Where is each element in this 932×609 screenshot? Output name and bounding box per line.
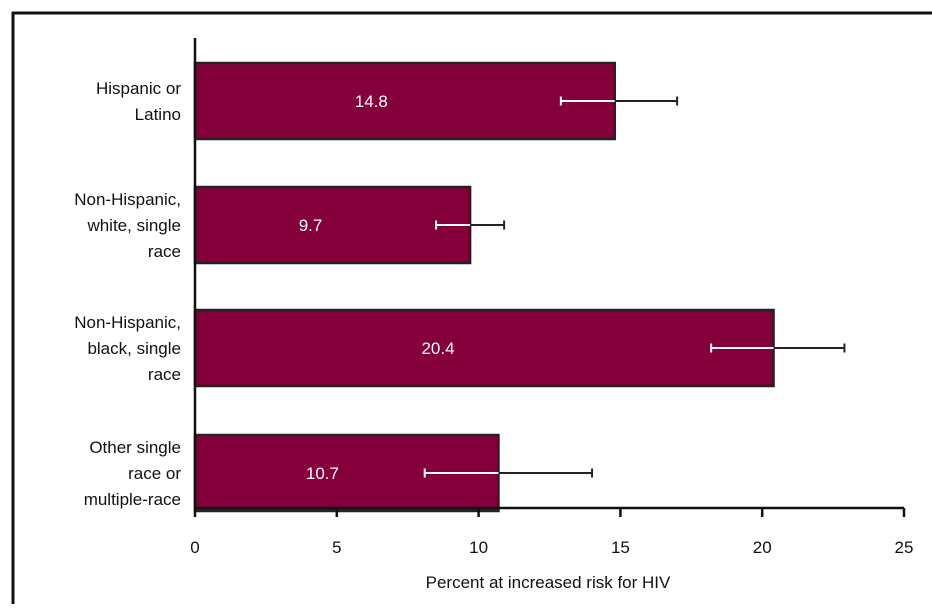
bars-group [193,61,775,513]
x-tick-label-10: 10 [469,538,488,557]
x-axis-title: Percent at increased risk for HIV [426,573,671,592]
x-tick-label-0: 0 [190,538,199,557]
category-label-line: Hispanic or [96,79,181,98]
category-label-line: Non-Hispanic, [74,313,181,332]
category-label-3: Non-Hispanic, black, single race [74,313,181,384]
category-label-line: race or [128,464,181,483]
category-label-line: race [148,365,181,384]
category-label-2: Non-Hispanic, white, single race [74,190,181,261]
data-label-1: 14.8 [355,92,388,111]
x-tick-label-5: 5 [332,538,341,557]
x-tick-label-25: 25 [895,538,914,557]
category-label-line: Latino [135,105,181,124]
category-label-line: race [148,242,181,261]
labels-group: 14.8 Hispanic or Latino 9.7 Non-Hispanic, whi… [74,79,913,557]
data-label-4: 10.7 [306,464,339,483]
category-label-4: Other single race or multiple-race [84,438,182,509]
bar-3 [193,308,775,388]
category-label-1: Hispanic or Latino [96,79,181,124]
error-bars-group [423,96,846,478]
bar-1 [193,61,616,141]
x-tick-label-20: 20 [753,538,772,557]
bar-2 [193,185,472,265]
category-label-line: Other single [89,438,181,457]
data-label-3: 20.4 [421,339,454,358]
category-label-line: multiple-race [84,490,181,509]
category-label-line: white, single [86,216,181,235]
chart-frame [11,11,932,604]
category-label-line: Non-Hispanic, [74,190,181,209]
axes-group [193,38,906,517]
x-tick-label-15: 15 [611,538,630,557]
category-label-line: black, single [87,339,181,358]
data-label-2: 9.7 [299,216,323,235]
